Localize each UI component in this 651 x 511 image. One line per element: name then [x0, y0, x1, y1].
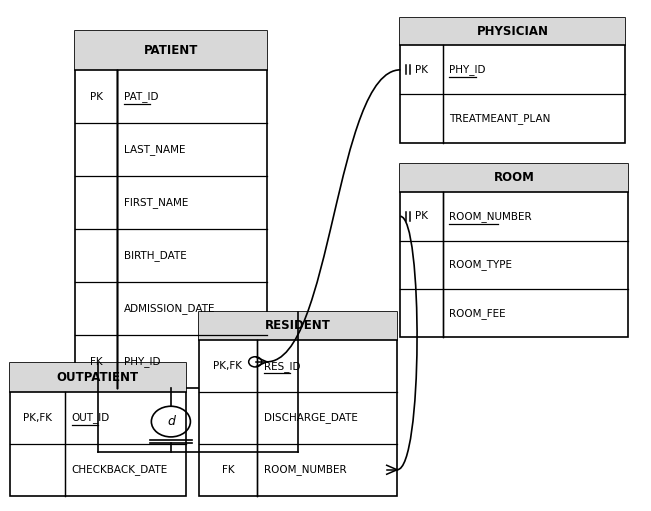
Text: RESIDENT: RESIDENT — [265, 319, 331, 333]
Text: CHECKBACK_DATE: CHECKBACK_DATE — [72, 464, 168, 475]
Bar — [75, 31, 267, 70]
Text: PK: PK — [90, 91, 102, 102]
Text: PATIENT: PATIENT — [144, 44, 198, 57]
Text: ROOM_NUMBER: ROOM_NUMBER — [449, 211, 532, 222]
Bar — [199, 312, 397, 340]
Bar — [10, 363, 186, 496]
Text: FK: FK — [90, 357, 102, 367]
Text: ROOM_NUMBER: ROOM_NUMBER — [264, 464, 346, 475]
Text: PHY_ID: PHY_ID — [124, 356, 160, 367]
Text: PK,FK: PK,FK — [214, 361, 242, 371]
Text: ROOM_TYPE: ROOM_TYPE — [449, 259, 512, 270]
Text: FK: FK — [221, 465, 234, 475]
Text: BIRTH_DATE: BIRTH_DATE — [124, 250, 186, 261]
Text: RES_ID: RES_ID — [264, 361, 300, 371]
Text: OUTPATIENT: OUTPATIENT — [57, 371, 139, 384]
Bar — [199, 312, 397, 496]
Text: ROOM: ROOM — [494, 171, 534, 184]
Text: d: d — [167, 415, 175, 428]
Text: PK: PK — [415, 212, 428, 221]
Bar — [75, 31, 267, 388]
Bar — [400, 18, 625, 143]
Text: PK,FK: PK,FK — [23, 413, 52, 423]
Bar — [10, 363, 186, 392]
Bar — [400, 18, 625, 45]
Text: FIRST_NAME: FIRST_NAME — [124, 197, 188, 208]
Text: TREATMEANT_PLAN: TREATMEANT_PLAN — [449, 113, 551, 124]
Text: OUT_ID: OUT_ID — [72, 412, 110, 424]
Text: PHYSICIAN: PHYSICIAN — [477, 25, 549, 38]
Text: PHY_ID: PHY_ID — [449, 64, 486, 75]
Text: ADMISSION_DATE: ADMISSION_DATE — [124, 304, 215, 314]
Bar — [400, 164, 628, 192]
Text: DISCHARGE_DATE: DISCHARGE_DATE — [264, 412, 357, 424]
Text: ROOM_FEE: ROOM_FEE — [449, 308, 506, 318]
Text: PAT_ID: PAT_ID — [124, 91, 158, 102]
Text: PK: PK — [415, 65, 428, 75]
Bar — [400, 164, 628, 337]
Text: LAST_NAME: LAST_NAME — [124, 144, 185, 155]
